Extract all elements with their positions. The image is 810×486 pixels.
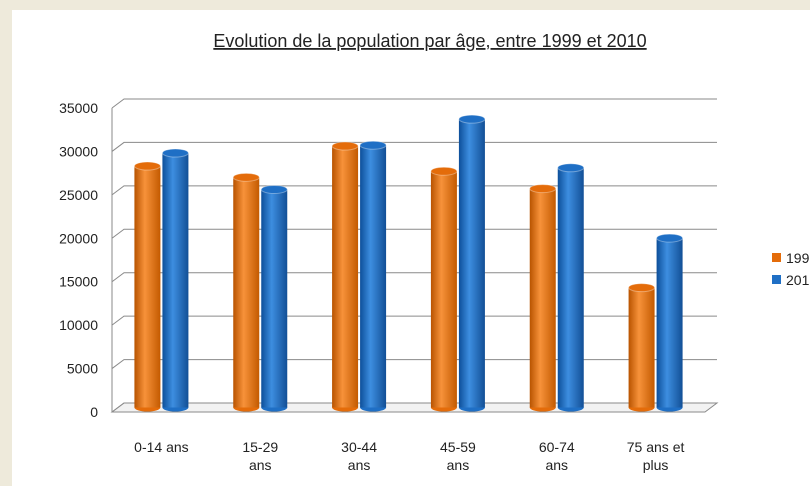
bar-top <box>458 114 486 124</box>
bar-top <box>430 166 458 176</box>
bar <box>430 171 457 408</box>
bar-top <box>557 163 585 173</box>
bar-top <box>656 233 684 243</box>
y-tick-label: 25000 <box>59 187 98 203</box>
legend-label: 199 <box>786 250 810 266</box>
grid-line <box>111 141 717 152</box>
x-tick-label: 60-74 ans <box>539 439 575 473</box>
y-tick-label: 0 <box>90 404 98 420</box>
bar <box>233 177 260 408</box>
y-tick-label: 30000 <box>59 143 98 159</box>
chart-area <box>12 10 810 486</box>
x-tick-label: 30-44 ans <box>341 439 377 473</box>
grid-line <box>111 359 717 369</box>
bar <box>360 145 387 408</box>
legend-swatch <box>772 253 781 262</box>
bar <box>134 166 161 408</box>
bar <box>458 119 485 408</box>
bar-top <box>529 184 557 194</box>
bar <box>628 287 655 408</box>
bar-top <box>359 140 387 150</box>
x-tick-label: 0-14 ans <box>134 439 188 455</box>
y-tick-label: 15000 <box>59 274 98 290</box>
bar <box>261 189 288 408</box>
grid-line <box>111 272 717 283</box>
bar-top <box>133 161 161 171</box>
grid-line <box>111 228 717 239</box>
chart-title: Evolution de la population par âge, entr… <box>213 31 646 51</box>
y-tick-label: 10000 <box>59 317 98 333</box>
bar <box>332 146 359 408</box>
y-tick-label: 5000 <box>67 361 98 377</box>
grid-line <box>111 315 717 326</box>
bar <box>656 238 683 408</box>
legend-swatch <box>772 275 781 284</box>
bar-top <box>331 141 359 151</box>
bar <box>529 188 556 408</box>
bar-top <box>628 283 656 293</box>
y-tick-label: 35000 <box>59 100 98 116</box>
bar-top <box>260 184 288 194</box>
legend-label: 201 <box>786 272 810 288</box>
grid-line <box>111 185 717 196</box>
grid-line <box>111 402 717 413</box>
bar <box>162 153 189 408</box>
bar-top <box>161 148 189 158</box>
y-tick-label: 20000 <box>59 230 98 246</box>
bar-top <box>232 172 260 182</box>
x-tick-label: 45-59 ans <box>440 439 476 473</box>
x-tick-label: 15-29 ans <box>242 439 278 473</box>
x-tick-label: 75 ans et plus <box>627 439 685 473</box>
floor <box>110 402 719 413</box>
grid-line <box>111 98 717 109</box>
bar <box>557 167 584 408</box>
